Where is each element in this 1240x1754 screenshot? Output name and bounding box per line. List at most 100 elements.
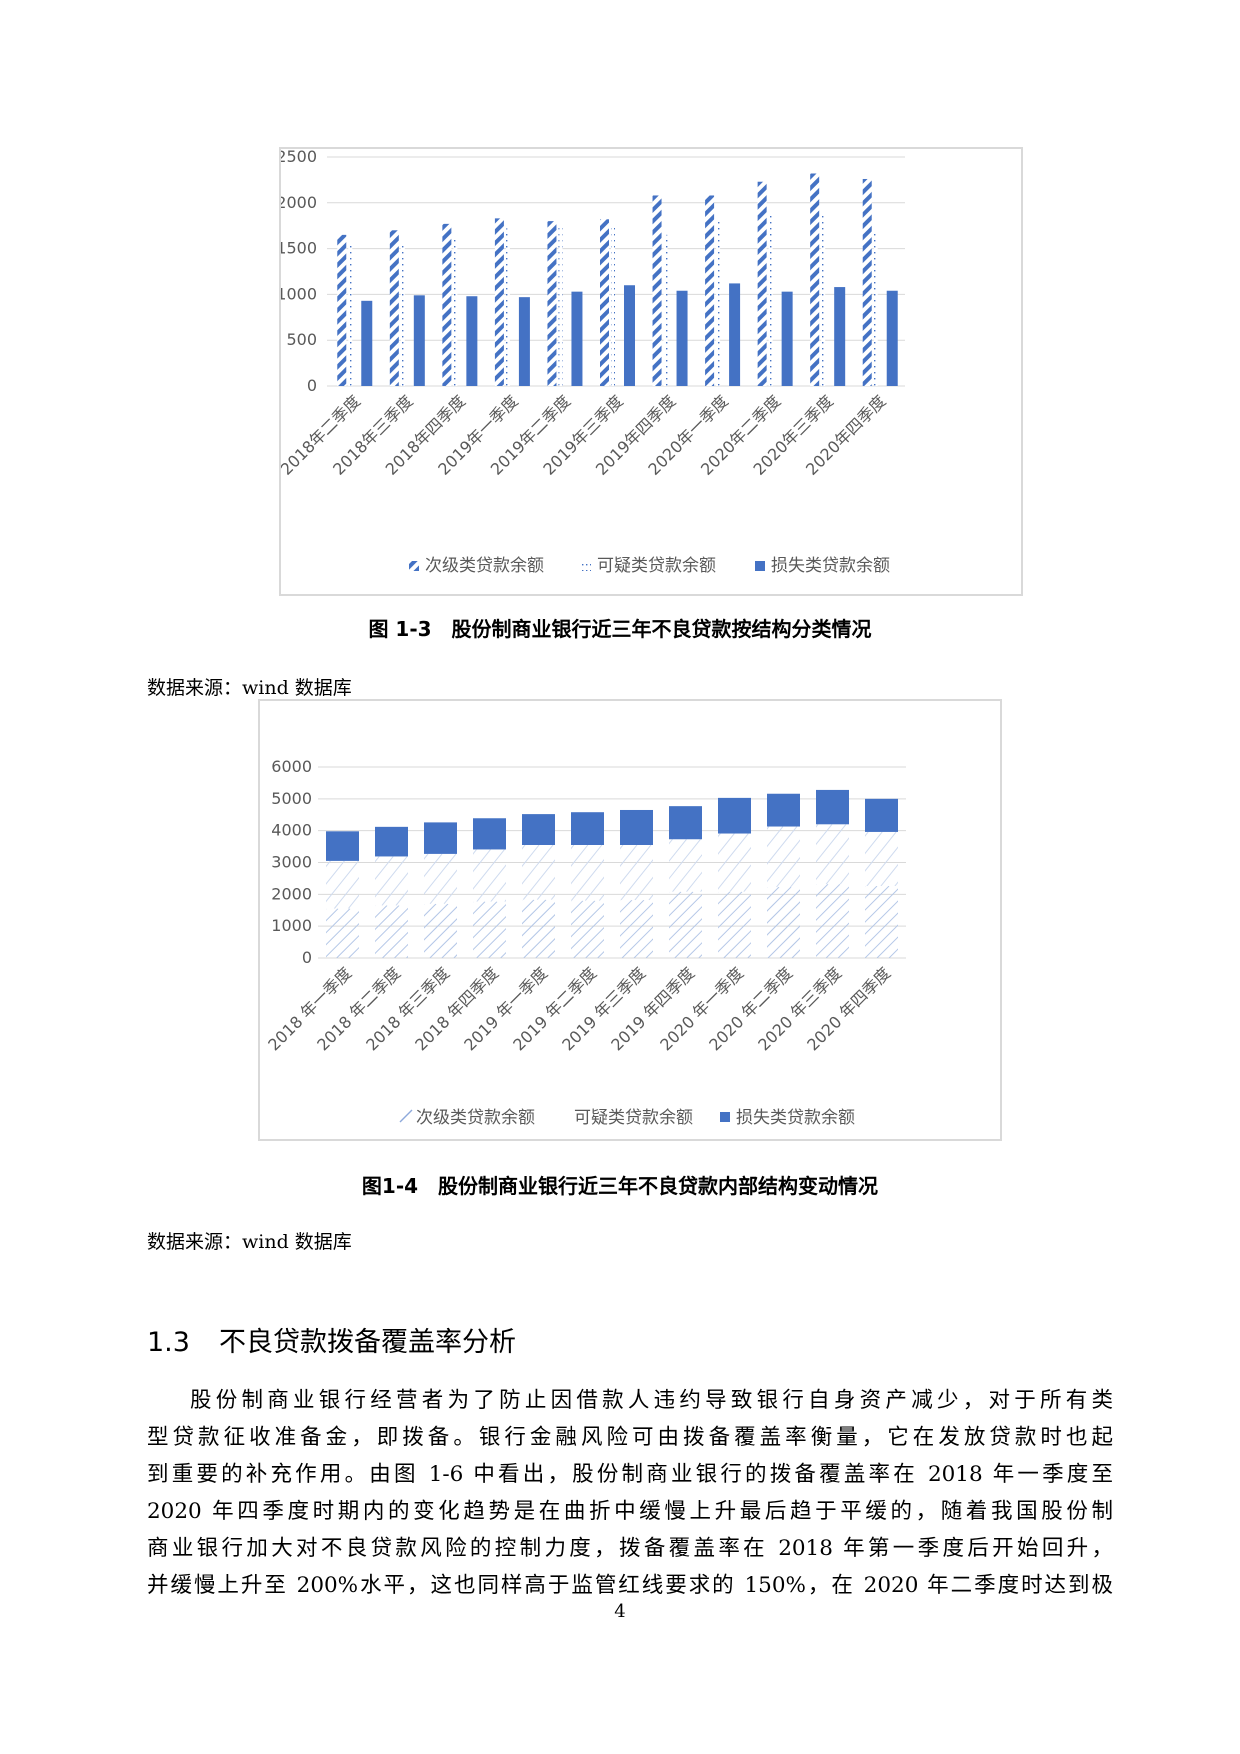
bar-doubtful [663,234,668,386]
bar-doubtful [424,853,457,904]
figure-caption-1-3: 图 1-3 股份制商业银行近三年不良贷款按结构分类情况 [368,617,872,641]
legend-swatch-loss-2 [720,1112,730,1122]
bar-doubtful [611,227,615,386]
bar-doubtful [348,244,353,386]
bar-substandard [494,218,504,386]
bar-loss [620,809,653,845]
bar-substandard [718,891,751,958]
bar-doubtful [865,831,898,887]
legend-swatch-substandard-2 [399,1109,413,1123]
bar-substandard [442,223,452,386]
bar-loss [413,295,425,386]
bar-doubtful [505,228,510,386]
bar-substandard [375,905,408,959]
chart-figure-1-4: 0 1000 2000 3000 4000 5000 6000 2018 年一季度 2018 … [258,699,1002,1141]
legend-label-doubtful: 可疑类贷款余额 [597,556,716,576]
bar-doubtful [620,844,653,901]
bar-loss [834,287,846,386]
bar-doubtful [473,849,506,902]
legend-swatch-substandard [409,561,419,571]
bar-doubtful [816,824,849,885]
bar-loss [886,290,898,386]
bar-loss [375,826,408,857]
bar-substandard [389,230,399,386]
bar-doubtful [558,225,563,386]
paragraph-line: 并缓慢上升至 200%水平，这也同样高于监管红线要求的 150%，在 2020 … [147,1573,1113,1598]
bar-substandard [547,221,557,386]
y-tick-label: 500 [286,330,317,349]
legend-label-loss: 损失类贷款余额 [771,556,890,576]
bar-doubtful [453,235,458,386]
bar-loss [518,297,530,386]
chart-figure-1-3: 0 500 1000 1500 2000 2500 2018年二季度 2018年三季度 201… [279,147,1023,596]
paragraph-line: 商业银行加大对不良贷款风险的控制力度，拨备覆盖率在 2018 年第一季度后开始回… [147,1536,1113,1561]
section-heading: 1.3 不良贷款拨备覆盖率分析 [147,1320,516,1359]
bar-substandard [862,178,872,386]
bar-substandard [337,234,347,386]
bar-substandard [757,181,767,386]
y-tick-label: 2000 [271,884,312,903]
y-tick-label: 1000 [271,916,312,935]
bar-loss [624,285,635,386]
y-tick-label: 3000 [271,853,312,872]
bar-substandard [810,173,820,386]
bar-doubtful [375,856,408,906]
paragraph-line: 2020 年四季度时期内的变化趋势是在曲折中缓慢上升最后趋于平缓的，随着我国股份… [147,1499,1113,1524]
bar-doubtful [522,844,555,900]
x-tick-label: 2018 年一季度 [264,963,355,1054]
figure-caption-1-4: 图1-4 股份制商业银行近三年不良贷款内部结构变动情况 [361,1174,879,1198]
y-tick-label: 2500 [281,149,317,166]
bar-loss [424,822,457,854]
legend-label-loss-2: 损失类贷款余额 [736,1108,855,1128]
bar-substandard [522,899,555,958]
bar-doubtful [821,213,826,386]
bar-substandard [816,884,849,958]
bar-doubtful [767,826,800,888]
y-tick-label: 2000 [281,193,317,212]
legend-label-doubtful-2: 可疑类贷款余额 [574,1108,693,1128]
section-title: 不良贷款拨备覆盖率分析 [219,1327,516,1358]
bar-doubtful [571,844,604,901]
legend-swatch-doubtful [581,561,591,571]
bar-loss [466,296,478,386]
bar-substandard [571,900,604,958]
y-tick-label: 1500 [281,239,317,258]
bar-substandard [620,900,653,959]
bar-substandard [865,886,898,959]
bar-substandard [669,891,702,958]
bar-substandard [424,903,457,958]
bar-doubtful [669,839,702,892]
legend-swatch-loss [755,561,765,571]
bar-doubtful [718,833,751,892]
bar-loss [669,806,702,840]
paragraph-line: 型贷款征收准备金，即拨备。银行金融风险可由拨备覆盖率衡量，它在发放贷款时也起 [147,1425,1113,1450]
bar-substandard [473,901,506,958]
bar-substandard [326,908,359,959]
bar-substandard [705,195,715,386]
bar-doubtful [400,242,405,386]
bar-loss [718,797,751,834]
bar-loss [781,291,793,386]
bar-doubtful [768,211,773,386]
y-tick-label: 6000 [271,757,312,776]
data-source-note-2: 数据来源：wind 数据库 [147,1231,352,1253]
bar-doubtful [326,860,359,909]
bar-loss [767,793,800,827]
bar-loss [571,291,583,386]
paragraph-line: 到重要的补充作用。由图 1-6 中看出，股份制商业银行的拨备覆盖率在 2018 … [147,1462,1113,1487]
y-tick-label: 0 [307,376,317,395]
bar-loss [326,831,359,861]
paragraph-line: 股份制商业银行经营者为了防止因借款人违约导致银行自身资产减少，对于所有类 [190,1388,1113,1413]
section-number: 1.3 [147,1327,190,1358]
y-tick-label: 5000 [271,789,312,808]
bar-loss [865,798,898,832]
bar-substandard [600,219,609,386]
y-tick-label: 0 [302,948,312,967]
body-paragraph: 股份制商业银行经营者为了防止因借款人违约导致银行自身资产减少，对于所有类 型贷款… [147,1382,1113,1604]
bar-loss [473,818,506,850]
bar-doubtful [873,230,878,386]
bar-substandard [652,195,662,386]
bar-loss [816,789,849,825]
